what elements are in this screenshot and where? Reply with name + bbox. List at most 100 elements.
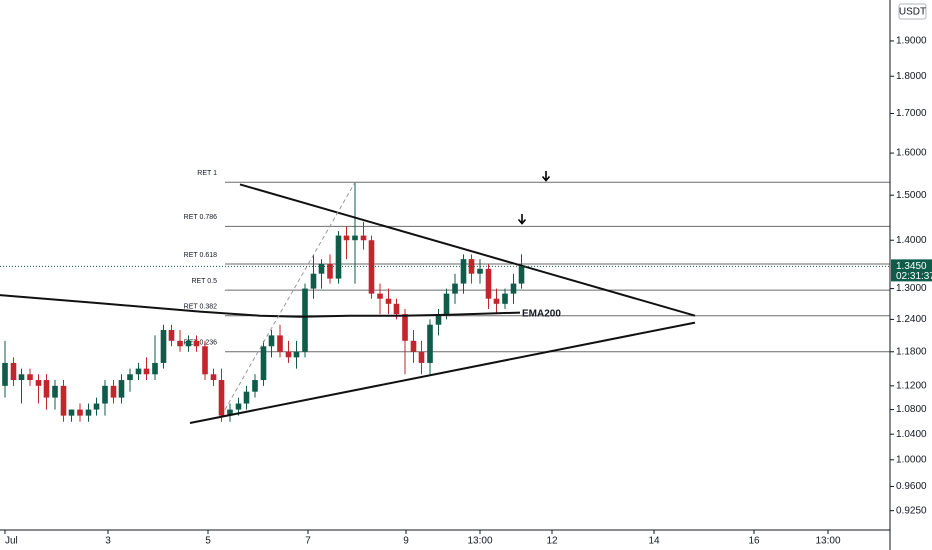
candle-body <box>277 335 283 352</box>
candle-body <box>102 385 108 404</box>
candle-body <box>318 263 325 274</box>
candle-body <box>385 298 392 304</box>
y-tick-label: 1.5000 <box>896 190 927 201</box>
candle-body <box>352 235 358 241</box>
fib-label: RET 0.382 <box>184 304 217 311</box>
y-tick-label: 1.4000 <box>896 235 927 246</box>
candle-body <box>252 380 258 392</box>
ema-line <box>0 294 521 318</box>
candle-body <box>68 409 75 416</box>
candle-body <box>110 385 117 398</box>
y-tick-label: 1.3000 <box>896 283 927 294</box>
candle-body <box>485 268 492 299</box>
candle-body <box>452 283 458 294</box>
y-tick-label: 0.9250 <box>896 505 927 516</box>
x-tick-label: 12 <box>546 536 558 547</box>
last-price-box <box>891 259 932 282</box>
candle-body <box>218 380 225 416</box>
y-tick-label: 1.0800 <box>896 404 927 415</box>
candle-body <box>360 235 367 241</box>
y-tick-label: 1.9000 <box>896 36 927 47</box>
x-tick-label: 5 <box>205 536 211 547</box>
candle-body <box>260 346 267 381</box>
x-tick-label: 9 <box>403 536 409 547</box>
y-tick-label: 1.1800 <box>896 346 927 357</box>
candle-body <box>193 340 200 347</box>
candle-body <box>185 340 192 347</box>
x-tick-label: 13:00 <box>815 536 840 547</box>
candle-body <box>235 403 242 410</box>
candle-body <box>35 380 42 386</box>
fib-label: RET 1 <box>197 170 217 177</box>
candle-body <box>343 235 350 241</box>
candle-body <box>160 330 167 363</box>
candle-body <box>443 293 450 315</box>
candle-body <box>377 293 383 299</box>
x-tick-label: 13:00 <box>467 536 492 547</box>
candle-body <box>477 268 483 274</box>
y-tick-label: 1.6000 <box>896 148 927 159</box>
candle-body <box>368 240 375 294</box>
fib-label: RET 0.236 <box>184 340 217 347</box>
x-tick-label: 3 <box>105 536 111 547</box>
x-tick-label: Jul <box>5 536 18 547</box>
y-tick-label: 1.0400 <box>896 429 927 440</box>
y-tick-label: 1.2400 <box>896 314 927 325</box>
candle-body <box>327 263 333 279</box>
candle-body <box>285 351 292 358</box>
candle-body <box>27 374 33 381</box>
candle-body <box>60 385 67 416</box>
y-tick-label: 1.0000 <box>896 454 927 465</box>
candle-body <box>502 293 508 304</box>
y-tick-label: 0.9600 <box>896 481 927 492</box>
arrow-marker <box>517 214 527 225</box>
candle-body <box>310 273 317 289</box>
candle-body <box>127 374 133 381</box>
currency-label: USDT <box>899 7 926 18</box>
candle-body <box>152 362 158 375</box>
arrow-marker <box>541 171 551 182</box>
y-tick-label: 1.8000 <box>896 71 927 82</box>
trend-line <box>239 183 696 317</box>
line-label: EMA200 <box>522 308 561 319</box>
candle-body <box>143 368 150 375</box>
candle-body <box>293 351 300 358</box>
candle-body <box>268 335 275 347</box>
candle-body <box>402 314 408 341</box>
candle-body <box>10 362 17 381</box>
candle-body <box>418 351 425 363</box>
candle-body <box>2 362 8 386</box>
candle-body <box>227 409 233 416</box>
fib-label: RET 0.786 <box>184 214 217 221</box>
candle-body <box>118 380 125 398</box>
last-price-label: 1.3450 <box>896 261 927 272</box>
candle-body <box>210 374 217 381</box>
countdown-label: 02:31:37 <box>896 271 932 282</box>
candle-body <box>43 380 50 398</box>
candle-body <box>510 283 517 294</box>
y-tick-label: 1.7000 <box>896 108 927 119</box>
fib-label: RET 0.5 <box>191 278 217 285</box>
x-tick-label: 7 <box>305 536 311 547</box>
candle-body <box>135 368 142 375</box>
candle-body <box>202 346 208 375</box>
candle-body <box>427 324 433 363</box>
candle-body <box>435 314 442 325</box>
candle-body <box>177 340 183 347</box>
candle-body <box>168 330 175 341</box>
currency-box[interactable] <box>898 3 927 20</box>
candle-body <box>52 385 58 398</box>
trend-line <box>189 321 696 424</box>
candle-body <box>518 266 525 284</box>
x-tick-label: 14 <box>648 536 660 547</box>
candle-body <box>410 340 417 352</box>
plot-area: RET 1 RET 0.786 RET 0.618 RET 0.5 RET 0.382 R… <box>0 170 890 424</box>
candle-body <box>460 259 467 284</box>
candle-body <box>335 235 342 279</box>
candle-body <box>85 409 92 416</box>
fib-label: RET 0.618 <box>184 252 217 259</box>
candle-body <box>393 303 400 315</box>
candle-body <box>77 409 83 416</box>
y-tick-label: 1.1200 <box>896 380 927 391</box>
